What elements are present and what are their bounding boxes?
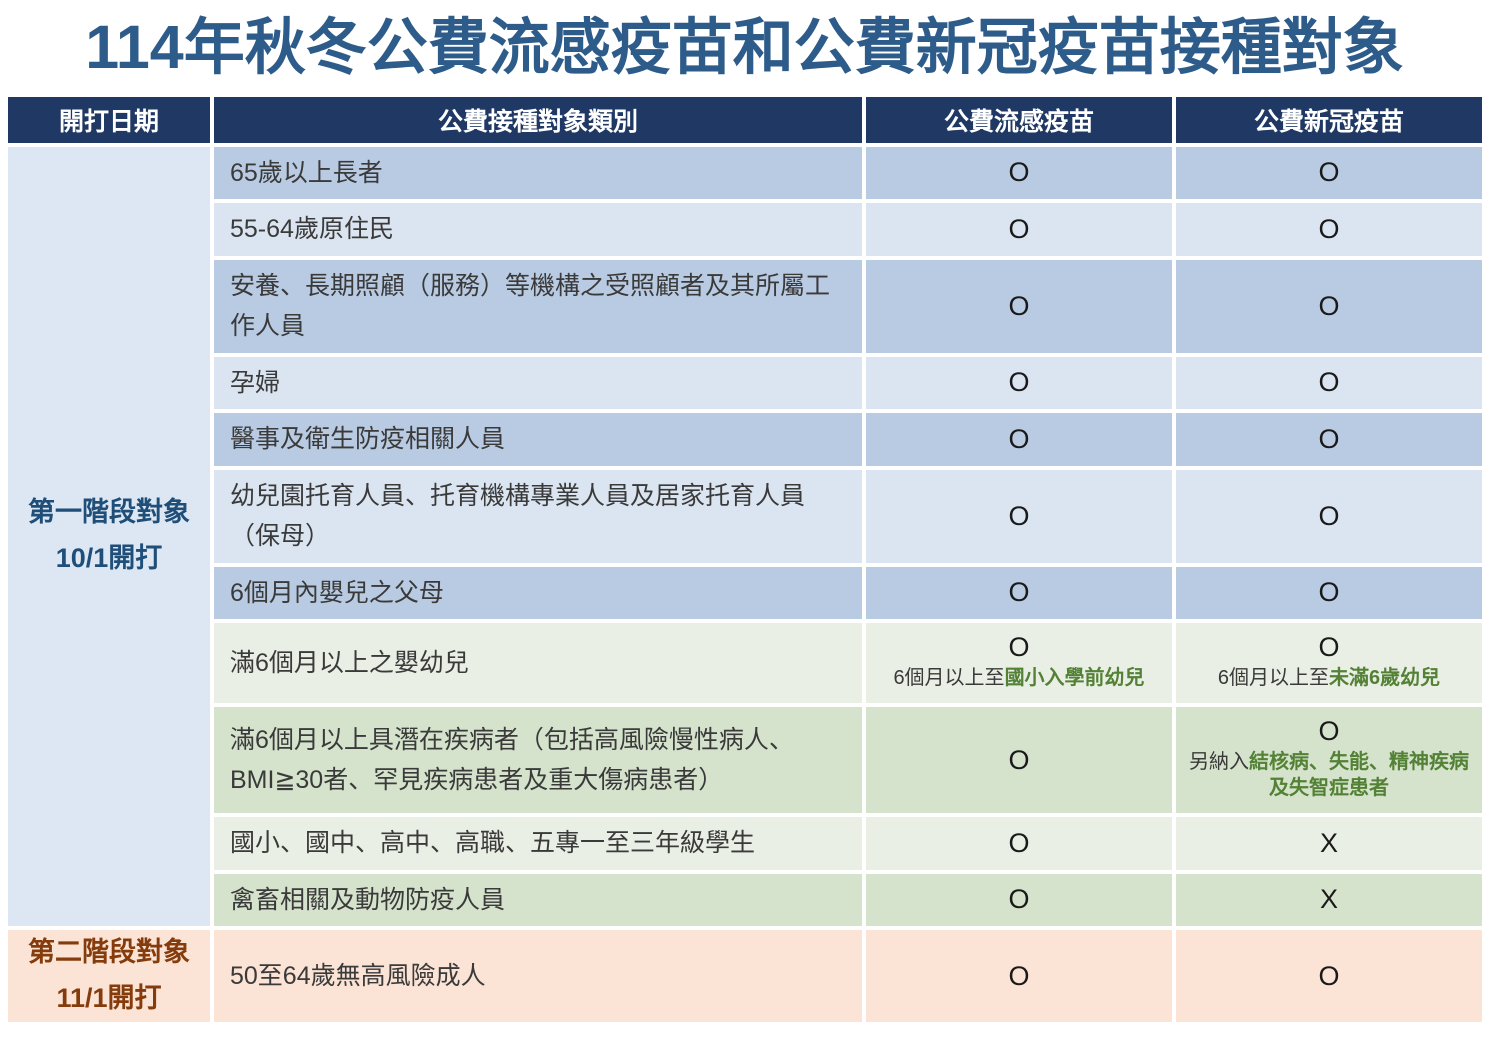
covid-mark: O bbox=[1176, 566, 1482, 620]
stage2-start-date: 11/1開打 bbox=[56, 983, 162, 1013]
category-cell: 國小、國中、高中、高職、五專一至三年級學生 bbox=[214, 817, 862, 870]
category-cell: 65歲以上長者 bbox=[214, 146, 862, 200]
covid-mark: O bbox=[1176, 259, 1482, 353]
table-row: 國小、國中、高中、高職、五專一至三年級學生 O X bbox=[8, 817, 1482, 870]
note-highlight: 國小入學前幼兒 bbox=[1004, 666, 1145, 689]
column-header-start-date: 開打日期 bbox=[8, 96, 210, 143]
table-row: 禽畜相關及動物防疫人員 O X bbox=[8, 873, 1482, 927]
table-row: 6個月內嬰兒之父母 O O bbox=[8, 566, 1482, 620]
category-cell: 安養、長期照顧（服務）等機構之受照顧者及其所屬工作人員 bbox=[214, 259, 862, 353]
table-row: 安養、長期照顧（服務）等機構之受照顧者及其所屬工作人員 O O bbox=[8, 259, 1482, 353]
table-row: 滿6個月以上具潛在疾病者（包括高風險慢性病人、BMI≧30者、罕見疾病患者及重大… bbox=[8, 707, 1482, 814]
table-row: 醫事及衛生防疫相關人員 O O bbox=[8, 413, 1482, 466]
flu-mark: O bbox=[866, 930, 1172, 1022]
stage2-label: 第二階段對象 bbox=[28, 937, 190, 968]
covid-mark: O bbox=[1176, 469, 1482, 563]
covid-mark: O bbox=[1176, 356, 1482, 410]
covid-mark: X bbox=[1176, 873, 1482, 927]
covid-mark-with-note: O 另納入結核病、失能、精神疾病及失智症患者 bbox=[1176, 707, 1482, 814]
table-row: 幼兒園托育人員、托育機構專業人員及居家托育人員（保母） O O bbox=[8, 469, 1482, 563]
table-row: 孕婦 O O bbox=[8, 356, 1482, 410]
stage1-label: 第一階段對象 bbox=[28, 497, 190, 528]
flu-mark: O bbox=[866, 707, 1172, 814]
category-cell: 6個月內嬰兒之父母 bbox=[214, 566, 862, 620]
flu-mark: O bbox=[866, 566, 1172, 620]
flu-mark-note: 6個月以上至國小入學前幼兒 bbox=[893, 666, 1145, 689]
table-row: 55-64歲原住民 O O bbox=[8, 203, 1482, 256]
covid-mark: O bbox=[1176, 930, 1482, 1022]
covid-mark: O bbox=[1176, 146, 1482, 200]
page-title: 114年秋冬公費流感疫苗和公費新冠疫苗接種對象 bbox=[85, 13, 1404, 81]
covid-mark: O bbox=[1176, 413, 1482, 466]
header-row: 開打日期 公費接種對象類別 公費流感疫苗 公費新冠疫苗 bbox=[8, 96, 1482, 143]
stage2-cell: 第二階段對象 11/1開打 bbox=[8, 930, 210, 1022]
covid-mark: O bbox=[1176, 203, 1482, 256]
category-cell: 孕婦 bbox=[214, 356, 862, 410]
covid-mark-with-note: O 6個月以上至未滿6歲幼兒 bbox=[1176, 623, 1482, 704]
category-cell: 幼兒園托育人員、托育機構專業人員及居家托育人員（保母） bbox=[214, 469, 862, 563]
table-row: 第二階段對象 11/1開打 50至64歲無高風險成人 O O bbox=[8, 930, 1482, 1022]
vaccine-eligibility-table: 開打日期 公費接種對象類別 公費流感疫苗 公費新冠疫苗 第一階段對象 10/1開… bbox=[4, 93, 1486, 1026]
note-highlight: 結核病、失能、精神疾病及失智症患者 bbox=[1249, 750, 1469, 799]
flu-mark: O bbox=[866, 203, 1172, 256]
category-cell: 滿6個月以上之嬰幼兒 bbox=[214, 623, 862, 704]
flu-mark: O bbox=[866, 356, 1172, 410]
flu-mark: O bbox=[866, 146, 1172, 200]
category-cell: 50至64歲無高風險成人 bbox=[214, 930, 862, 1022]
category-cell: 禽畜相關及動物防疫人員 bbox=[214, 873, 862, 927]
table-row: 第一階段對象 10/1開打 65歲以上長者 O O bbox=[8, 146, 1482, 927]
covid-mark: O bbox=[1318, 632, 1340, 663]
stage1-start-date: 10/1開打 bbox=[55, 543, 163, 574]
note-highlight: 未滿6歲幼兒 bbox=[1329, 666, 1441, 689]
flu-mark: O bbox=[1008, 632, 1030, 663]
flu-mark: O bbox=[866, 873, 1172, 927]
covid-mark: O bbox=[1318, 716, 1340, 747]
covid-mark-note: 6個月以上至未滿6歲幼兒 bbox=[1217, 666, 1441, 689]
table-row: 滿6個月以上之嬰幼兒 O 6個月以上至國小入學前幼兒 O 6個月以上至未滿6歲幼… bbox=[8, 623, 1482, 704]
column-header-category: 公費接種對象類別 bbox=[214, 96, 862, 143]
flu-mark: O bbox=[866, 469, 1172, 563]
column-header-flu-vaccine: 公費流感疫苗 bbox=[866, 96, 1172, 143]
category-cell: 55-64歲原住民 bbox=[214, 203, 862, 256]
flu-mark: O bbox=[866, 413, 1172, 466]
flu-mark: O bbox=[866, 817, 1172, 870]
covid-mark: X bbox=[1176, 817, 1482, 870]
category-cell: 醫事及衛生防疫相關人員 bbox=[214, 413, 862, 466]
covid-mark-note: 另納入結核病、失能、精神疾病及失智症患者 bbox=[1189, 750, 1469, 799]
category-cell: 滿6個月以上具潛在疾病者（包括高風險慢性病人、BMI≧30者、罕見疾病患者及重大… bbox=[214, 707, 862, 814]
flu-mark: O bbox=[866, 259, 1172, 353]
flu-mark-with-note: O 6個月以上至國小入學前幼兒 bbox=[866, 623, 1172, 704]
column-header-covid-vaccine: 公費新冠疫苗 bbox=[1176, 96, 1482, 143]
stage1-cell: 第一階段對象 10/1開打 bbox=[8, 146, 210, 927]
